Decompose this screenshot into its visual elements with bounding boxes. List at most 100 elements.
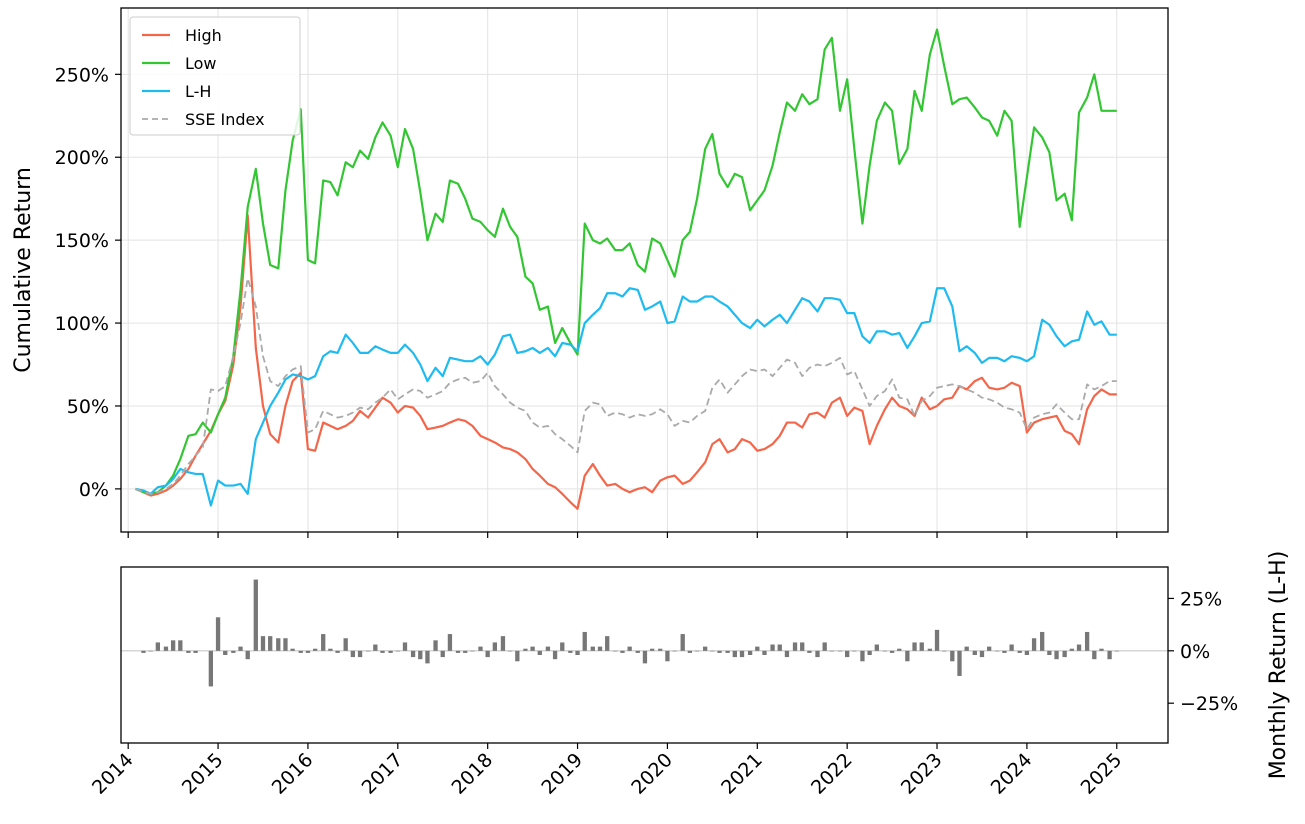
monthly-return-bar	[710, 650, 715, 652]
monthly-return-bar	[852, 650, 857, 652]
monthly-return-bar	[298, 650, 303, 653]
monthly-return-bar	[193, 650, 198, 653]
monthly-return-bar	[425, 650, 430, 664]
top-panel-y-ticks: 0% 50% 100% 150% 200% 250%	[55, 64, 121, 501]
monthly-return-bar	[395, 650, 400, 652]
monthly-return-bar	[1024, 650, 1030, 655]
monthly-return-bar	[987, 646, 992, 651]
monthly-return-bar	[897, 648, 902, 651]
monthly-return-bar	[321, 634, 326, 651]
x-tick-label: 2024	[987, 749, 1037, 799]
bottom-y-tick-label: 25%	[1180, 588, 1222, 610]
monthly-return-bar	[440, 650, 445, 658]
monthly-return-bar	[1047, 650, 1052, 655]
monthly-return-bar	[1107, 650, 1112, 660]
series-line-l-h	[135, 287, 1117, 507]
x-tick-label: 2020	[627, 749, 677, 799]
x-tick-label: 2019	[537, 749, 587, 799]
monthly-return-bar	[1009, 644, 1014, 651]
top-y-axis-label: Cumulative Return	[11, 167, 36, 373]
monthly-return-bar	[1017, 650, 1022, 653]
legend-box	[129, 16, 301, 136]
monthly-return-bar	[964, 646, 969, 651]
monthly-return-bar	[552, 650, 558, 660]
bottom-y-tick-label: −25%	[1180, 693, 1238, 715]
monthly-return-bar	[837, 650, 843, 652]
monthly-return-bar	[1076, 644, 1082, 651]
monthly-return-bar	[597, 646, 603, 651]
monthly-return-bar	[1084, 631, 1090, 651]
top-y-tick-label: 0%	[79, 479, 109, 501]
monthly-return-bar	[530, 646, 535, 651]
monthly-return-bar	[350, 650, 356, 658]
monthly-return-bar	[357, 650, 363, 658]
x-tick-label: 2022	[807, 749, 857, 799]
monthly-return-bar	[680, 634, 685, 651]
monthly-return-bar	[1114, 650, 1119, 652]
monthly-return-bar	[762, 650, 767, 655]
monthly-return-bar	[642, 650, 648, 664]
x-tick-label: 2023	[897, 749, 947, 799]
monthly-return-bar	[582, 631, 587, 651]
monthly-return-bar	[912, 642, 917, 651]
monthly-return-bar	[335, 650, 340, 653]
monthly-return-bar	[537, 650, 542, 655]
monthly-return-bar	[995, 650, 1000, 652]
monthly-return-bar	[276, 638, 281, 651]
monthly-return-bar	[590, 646, 595, 651]
monthly-return-bar	[283, 638, 288, 651]
legend: High Low L-H SSE Index	[129, 16, 301, 136]
bottom-y-tick-label: 0%	[1180, 641, 1210, 663]
legend-label: L-H	[185, 82, 211, 101]
monthly-return-bar	[672, 650, 677, 652]
monthly-return-bar	[500, 636, 506, 651]
monthly-return-bar	[605, 636, 610, 651]
top-y-tick-label: 200%	[55, 147, 109, 169]
monthly-return-bar	[703, 646, 708, 651]
series-line-sse-index	[135, 277, 1117, 495]
monthly-return-bar	[507, 650, 513, 652]
monthly-return-bar	[815, 650, 820, 658]
monthly-return-bar	[972, 650, 977, 655]
monthly-return-bar	[141, 650, 146, 653]
top-panel-frame	[120, 7, 1169, 533]
top-panel-x-ticks	[127, 532, 1118, 538]
monthly-return-bar	[388, 650, 393, 653]
monthly-return-bar	[268, 636, 273, 651]
monthly-return-bar	[950, 650, 955, 662]
monthly-return-bar	[568, 650, 573, 653]
monthly-return-bar	[290, 648, 295, 651]
monthly-return-bar	[148, 650, 153, 652]
monthly-return-bar	[455, 650, 461, 653]
x-tick-label: 2015	[178, 749, 228, 799]
monthly-return-bar	[694, 650, 700, 652]
bottom-panel-x-ticks: 2014 2015 2016 2017 2018 2019 2020 2021 2022 2023…	[88, 743, 1126, 799]
monthly-return-bar	[260, 636, 266, 651]
bottom-panel-frame	[120, 566, 1169, 744]
bottom-panel-y-ticks: 25% 0% −25%	[1168, 588, 1238, 715]
x-tick-label: 2021	[717, 749, 767, 799]
monthly-return-bar	[822, 642, 827, 651]
bottom-y-axis-label: Monthly Return (L-H)	[1266, 551, 1291, 780]
monthly-return-bar	[245, 650, 250, 660]
monthly-return-bar	[784, 650, 790, 658]
monthly-return-bar	[463, 650, 468, 653]
monthly-return-bar	[717, 650, 722, 653]
monthly-return-bar	[687, 650, 693, 653]
monthly-return-bar	[560, 642, 565, 651]
monthly-return-bar	[905, 650, 910, 662]
x-tick-label: 2017	[358, 749, 408, 799]
top-y-tick-label: 250%	[55, 64, 109, 86]
monthly-return-bar	[178, 640, 183, 651]
monthly-return-bar	[155, 642, 160, 651]
monthly-return-bar	[492, 642, 498, 651]
monthly-return-bar	[770, 644, 775, 651]
monthly-return-bar	[1002, 650, 1007, 653]
monthly-return-bar	[829, 650, 835, 652]
monthly-return-bar	[366, 650, 371, 652]
series-line-high	[134, 214, 1117, 510]
legend-label: High	[185, 26, 222, 45]
monthly-return-bar	[1031, 638, 1037, 651]
monthly-return-bar	[927, 648, 932, 651]
monthly-return-bar	[613, 650, 618, 652]
